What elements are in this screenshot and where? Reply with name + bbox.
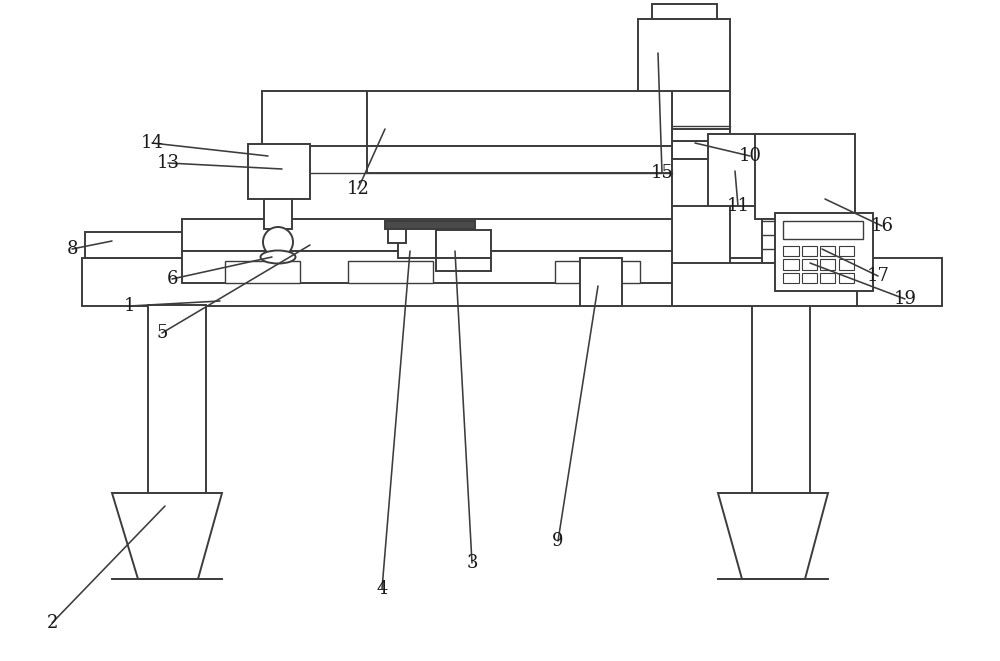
FancyBboxPatch shape [752, 305, 810, 493]
FancyBboxPatch shape [783, 272, 798, 283]
FancyBboxPatch shape [820, 259, 835, 270]
Text: 16: 16 [870, 217, 894, 235]
FancyBboxPatch shape [225, 261, 300, 283]
FancyBboxPatch shape [672, 159, 730, 206]
Text: 19: 19 [894, 290, 917, 308]
FancyBboxPatch shape [783, 221, 863, 239]
FancyBboxPatch shape [367, 91, 672, 146]
Text: 9: 9 [552, 532, 564, 550]
Text: 10: 10 [738, 147, 762, 165]
FancyBboxPatch shape [783, 245, 798, 256]
FancyBboxPatch shape [838, 272, 854, 283]
FancyBboxPatch shape [672, 129, 730, 141]
Text: 4: 4 [376, 580, 388, 598]
FancyBboxPatch shape [248, 144, 310, 199]
Polygon shape [112, 493, 222, 579]
FancyBboxPatch shape [148, 305, 206, 493]
FancyBboxPatch shape [762, 219, 850, 263]
Circle shape [263, 227, 293, 257]
FancyBboxPatch shape [82, 258, 942, 306]
FancyBboxPatch shape [262, 146, 304, 173]
Text: 12: 12 [347, 180, 369, 198]
Text: 1: 1 [124, 297, 136, 315]
FancyBboxPatch shape [436, 258, 491, 271]
FancyBboxPatch shape [708, 134, 758, 206]
FancyBboxPatch shape [182, 251, 697, 283]
FancyBboxPatch shape [820, 272, 835, 283]
FancyBboxPatch shape [652, 4, 717, 19]
Text: 15: 15 [651, 164, 673, 182]
Polygon shape [718, 493, 828, 579]
FancyBboxPatch shape [802, 245, 817, 256]
FancyBboxPatch shape [638, 19, 730, 91]
FancyBboxPatch shape [555, 261, 640, 283]
FancyBboxPatch shape [802, 259, 817, 270]
FancyBboxPatch shape [367, 146, 672, 173]
FancyBboxPatch shape [85, 232, 200, 258]
Text: 6: 6 [166, 270, 178, 288]
Text: 5: 5 [156, 324, 168, 342]
Text: 14: 14 [141, 134, 163, 152]
FancyBboxPatch shape [783, 259, 798, 270]
FancyBboxPatch shape [388, 221, 406, 243]
Text: 3: 3 [466, 554, 478, 572]
FancyBboxPatch shape [755, 134, 855, 219]
FancyBboxPatch shape [264, 199, 292, 229]
FancyBboxPatch shape [580, 258, 622, 306]
FancyBboxPatch shape [262, 91, 367, 146]
Ellipse shape [260, 251, 296, 264]
Text: 2: 2 [46, 614, 58, 632]
FancyBboxPatch shape [672, 141, 730, 159]
Text: 8: 8 [66, 240, 78, 258]
FancyBboxPatch shape [348, 261, 433, 283]
FancyBboxPatch shape [672, 263, 857, 306]
Text: 13: 13 [156, 154, 180, 172]
FancyBboxPatch shape [398, 226, 436, 258]
FancyBboxPatch shape [802, 272, 817, 283]
Text: 11: 11 [726, 197, 750, 215]
Text: 17: 17 [867, 267, 889, 285]
FancyBboxPatch shape [672, 38, 730, 306]
FancyBboxPatch shape [775, 213, 873, 291]
FancyBboxPatch shape [838, 259, 854, 270]
FancyBboxPatch shape [182, 219, 697, 251]
FancyBboxPatch shape [385, 221, 475, 229]
FancyBboxPatch shape [436, 230, 491, 258]
FancyBboxPatch shape [838, 245, 854, 256]
FancyBboxPatch shape [820, 245, 835, 256]
